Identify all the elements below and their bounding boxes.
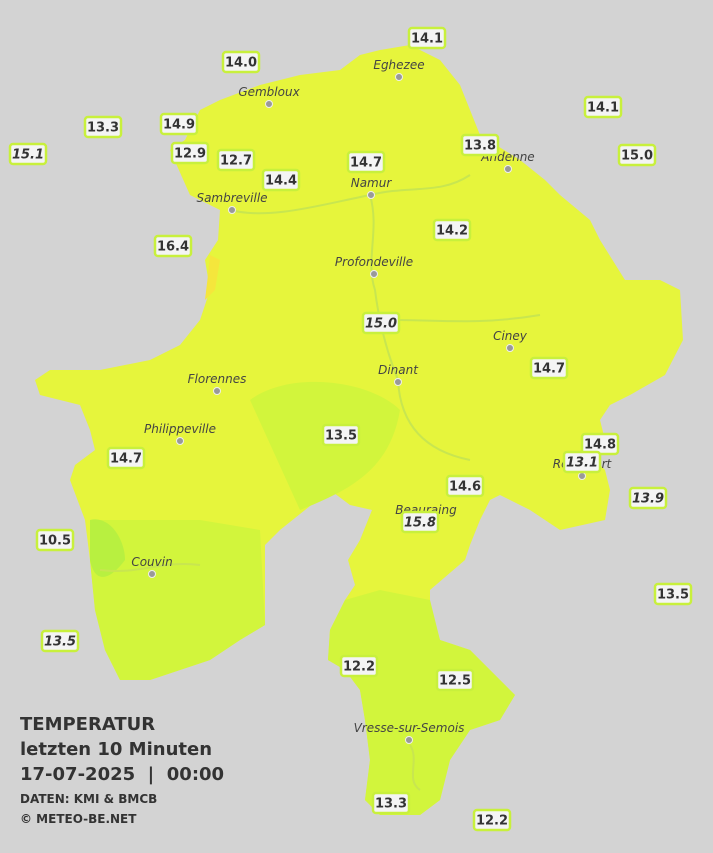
station-box — [153, 234, 193, 258]
station-value: 14.1 — [411, 32, 443, 47]
rivers — [99, 174, 541, 791]
city-dot — [367, 191, 375, 199]
station-box — [170, 141, 210, 165]
subtitle: letzten 10 Minuten — [20, 739, 212, 760]
station-value: 15.1 — [12, 148, 44, 163]
station-box — [460, 133, 500, 157]
station-value: 14.8 — [584, 438, 616, 453]
station-box — [339, 654, 379, 678]
city-dot — [370, 270, 378, 278]
station-box — [628, 486, 668, 510]
station-value: 12.2 — [343, 660, 375, 675]
station-box — [346, 150, 386, 174]
copyright: © METEO-BE.NET — [20, 812, 137, 826]
station-box — [159, 112, 199, 136]
station-value: 14.7 — [533, 362, 565, 377]
station-value: 13.5 — [44, 635, 76, 650]
warm-zone — [205, 255, 220, 300]
station-value: 13.9 — [632, 492, 664, 507]
station-box — [562, 450, 602, 474]
station-value: 15.0 — [365, 317, 397, 332]
city-dot — [176, 437, 184, 445]
timestamp: 17-07-2025 | 00:00 — [20, 764, 224, 785]
city-dot — [578, 472, 586, 480]
station-value: 10.5 — [39, 534, 71, 549]
city-label: Vresse-sur-Semois — [354, 721, 465, 735]
stations: 14.1 14.0 14.1 13.3 14.9 15.1 12.9 12.7 13.8 15.0… — [8, 26, 693, 832]
cities: EghezeeGemblouxAndenneNamurSambrevillePr… — [131, 58, 613, 744]
city-dot — [394, 378, 402, 386]
city-dot — [228, 206, 236, 214]
cool-zone — [90, 381, 515, 815]
station-box — [361, 311, 401, 335]
station-box — [106, 446, 146, 470]
station-box — [472, 808, 512, 832]
station-box — [617, 143, 657, 167]
station-box — [583, 95, 623, 119]
station-value: 14.1 — [587, 101, 619, 116]
station-box — [371, 791, 411, 815]
city-label: Florennes — [188, 372, 247, 386]
city-label: Couvin — [131, 555, 172, 569]
station-value: 12.9 — [174, 147, 206, 162]
station-box — [435, 668, 475, 692]
station-value: 13.3 — [87, 121, 119, 136]
city-dot — [504, 165, 512, 173]
station-box — [653, 582, 693, 606]
station-box — [40, 629, 80, 653]
city-dot — [148, 570, 156, 578]
city-label: Sambreville — [196, 191, 267, 205]
station-box — [400, 510, 440, 534]
station-box — [8, 142, 48, 166]
station-value: 12.5 — [439, 674, 471, 689]
station-box — [529, 356, 569, 380]
station-box — [83, 115, 123, 139]
station-box — [261, 168, 301, 192]
city-label: Dinant — [378, 363, 419, 377]
station-box — [321, 423, 361, 447]
city-label: Philippeville — [144, 422, 216, 436]
station-box — [445, 474, 485, 498]
station-value: 15.8 — [404, 516, 436, 531]
city-label: Ciney — [493, 329, 528, 343]
station-box — [216, 148, 256, 172]
station-value: 13.5 — [657, 588, 689, 603]
city-dot — [395, 73, 403, 81]
station-value: 13.1 — [566, 456, 598, 471]
station-value: 14.6 — [449, 480, 481, 495]
city-label: Gembloux — [238, 85, 300, 99]
city-label: Namur — [351, 176, 393, 190]
city-label: Profondeville — [335, 255, 413, 269]
title: TEMPERATUR — [20, 714, 155, 735]
cold-zone — [90, 519, 125, 577]
station-value: 14.9 — [163, 118, 195, 133]
station-box — [432, 218, 472, 242]
city-dot — [265, 100, 273, 108]
station-value: 13.3 — [375, 797, 407, 812]
station-value: 12.2 — [476, 814, 508, 829]
station-value: 14.7 — [350, 156, 382, 171]
station-value: 14.0 — [225, 56, 257, 71]
station-value: 13.5 — [325, 429, 357, 444]
city-dot — [405, 736, 413, 744]
city-label: Eghezee — [373, 58, 424, 72]
city-dot — [213, 387, 221, 395]
source: DATEN: KMI & BMCB — [20, 792, 157, 806]
station-box — [407, 26, 447, 50]
station-value: 13.8 — [464, 139, 496, 154]
station-value: 14.2 — [436, 224, 468, 239]
station-value: 15.0 — [621, 149, 653, 164]
station-value: 12.7 — [220, 154, 252, 169]
station-box — [35, 528, 75, 552]
station-value: 14.4 — [265, 174, 297, 189]
station-value: 16.4 — [157, 240, 189, 255]
station-box — [221, 50, 261, 74]
station-value: 14.7 — [110, 452, 142, 467]
city-dot — [506, 344, 514, 352]
